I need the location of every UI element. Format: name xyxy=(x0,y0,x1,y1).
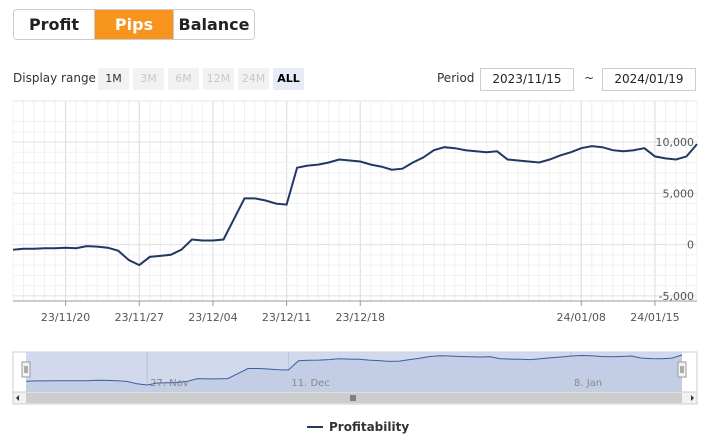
navigator-label: 11. Dec xyxy=(291,378,329,389)
navigator-label: 8. Jan xyxy=(574,378,602,389)
series-line-profitability xyxy=(12,143,698,267)
scrollbar-grip-icon xyxy=(350,395,356,401)
legend-label: Profitability xyxy=(329,420,410,434)
navigator-line xyxy=(25,354,683,386)
x-tick-label: 23/11/20 xyxy=(41,311,90,324)
y-tick-label: 0 xyxy=(687,239,694,252)
scrollbar-thumb[interactable] xyxy=(26,393,682,403)
scroll-left-arrow-icon[interactable] xyxy=(16,395,19,401)
scroll-right-arrow-icon[interactable] xyxy=(691,395,694,401)
vertical-gridlines xyxy=(12,101,698,301)
period-to-input[interactable]: 2024/01/19 xyxy=(602,68,696,91)
tab-balance[interactable]: Balance xyxy=(173,10,254,39)
chart-tabs: Profit Pips Balance xyxy=(13,9,255,40)
navigator-left-handle[interactable] xyxy=(21,361,31,378)
x-tick-label: 23/12/11 xyxy=(262,311,311,324)
x-tick-label: 24/01/08 xyxy=(557,311,606,324)
range-buttons: 1M 3M 6M 12M 24M ALL xyxy=(98,68,304,90)
range-6m-button[interactable]: 6M xyxy=(168,68,199,90)
period-from-input[interactable]: 2023/11/15 xyxy=(480,68,574,91)
navigator-labels: 27. Nov 11. Dec 8. Jan xyxy=(150,378,602,389)
x-tick-label: 23/11/27 xyxy=(115,311,164,324)
x-tick-label: 23/12/18 xyxy=(336,311,385,324)
x-tick-label: 24/01/15 xyxy=(630,311,679,324)
range-3m-button[interactable]: 3M xyxy=(133,68,164,90)
range-24m-button[interactable]: 24M xyxy=(238,68,269,90)
y-tick-label: -5,000 xyxy=(659,290,694,303)
tab-pips[interactable]: Pips xyxy=(95,10,173,39)
y-axis-labels: -5,000 0 5,000 10,000 xyxy=(656,136,695,303)
display-range-label: Display range xyxy=(13,71,96,85)
navigator-label: 27. Nov xyxy=(150,378,189,389)
x-axis-ticks: 23/11/20 23/11/27 23/12/04 23/12/11 23/12/18… xyxy=(41,301,680,324)
range-12m-button[interactable]: 12M xyxy=(203,68,234,90)
navigator-right-handle[interactable] xyxy=(677,361,687,378)
range-all-button[interactable]: ALL xyxy=(273,68,304,90)
y-tick-label: 10,000 xyxy=(656,136,695,149)
chart-legend[interactable]: Profitability xyxy=(307,420,409,434)
legend-line-icon xyxy=(307,426,323,428)
tab-profit[interactable]: Profit xyxy=(14,10,95,39)
period-label: Period xyxy=(437,71,475,85)
range-1m-button[interactable]: 1M xyxy=(98,68,129,90)
y-tick-label: 5,000 xyxy=(663,187,695,200)
period-separator: ~ xyxy=(584,71,595,85)
x-tick-label: 23/12/04 xyxy=(188,311,237,324)
navigator-area xyxy=(26,355,682,392)
horizontal-gridlines xyxy=(13,121,697,297)
